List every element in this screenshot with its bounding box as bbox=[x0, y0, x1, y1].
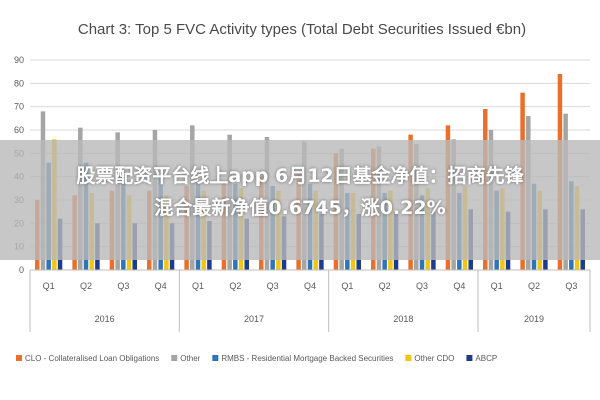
legend-item: Other CDO bbox=[405, 354, 454, 363]
x-tick-label: Q2 bbox=[528, 281, 540, 291]
legend-label: Other bbox=[180, 354, 200, 363]
legend-label: RMBS - Residential Mortgage Backed Secur… bbox=[221, 354, 393, 363]
banner-line-1: 股票配资平台线上app 6月12日基金净值：招商先锋 bbox=[76, 165, 524, 187]
legend-item: ABCP bbox=[466, 354, 497, 363]
x-tick-label: Q3 bbox=[565, 281, 577, 291]
x-tick-label: Q4 bbox=[453, 281, 465, 291]
x-tick-label: Q3 bbox=[267, 281, 279, 291]
legend-swatch bbox=[16, 355, 22, 361]
overlay-banner-text: 股票配资平台线上app 6月12日基金净值：招商先锋 混合最新净值0.6745，… bbox=[0, 160, 600, 224]
x-tick-label: Q1 bbox=[491, 281, 503, 291]
year-label: 2016 bbox=[95, 314, 115, 324]
x-tick-label: Q1 bbox=[43, 281, 55, 291]
legend-swatch bbox=[405, 355, 412, 361]
x-tick-label: Q1 bbox=[341, 281, 353, 291]
x-tick-label: Q3 bbox=[416, 281, 428, 291]
legend-item: RMBS - Residential Mortgage Backed Secur… bbox=[212, 354, 393, 363]
legend-swatch bbox=[212, 355, 219, 361]
legend-label: ABCP bbox=[475, 354, 497, 363]
legend-item: Other bbox=[171, 354, 201, 363]
y-tick-label: 80 bbox=[14, 78, 24, 88]
year-label: 2018 bbox=[393, 314, 413, 324]
legend-label: CLO - Collateralised Loan Obligations bbox=[25, 354, 159, 363]
x-tick-label: Q1 bbox=[192, 281, 204, 291]
y-tick-label: 70 bbox=[14, 102, 24, 112]
banner-line-2: 混合最新净值0.6745，涨0.22% bbox=[154, 197, 446, 219]
x-tick-label: Q2 bbox=[229, 281, 241, 291]
x-tick-label: Q4 bbox=[304, 281, 316, 291]
chart-title: Chart 3: Top 5 FVC Activity types (Total… bbox=[78, 21, 526, 38]
legend-swatch bbox=[171, 355, 178, 361]
y-tick-label: 60 bbox=[14, 125, 24, 135]
x-tick-label: Q2 bbox=[379, 281, 391, 291]
x-tick-label: Q3 bbox=[117, 281, 129, 291]
overlay-banner bbox=[0, 140, 600, 260]
y-tick-label: 90 bbox=[14, 55, 24, 65]
legend: CLO - Collateralised Loan Obligations Oth… bbox=[16, 354, 497, 363]
legend-item: CLO - Collateralised Loan Obligations bbox=[16, 354, 159, 363]
legend-label: Other CDO bbox=[414, 354, 454, 363]
legend-swatch bbox=[466, 355, 473, 361]
y-tick-label: 0 bbox=[19, 265, 24, 275]
year-label: 2019 bbox=[524, 314, 544, 324]
x-tick-label: Q4 bbox=[155, 281, 167, 291]
x-axis: Q1 Q2 Q3 Q4 Q1 Q2 Q3 Q4 Q1 Q2 Q3 Q4 Q1 Q2 Q3 2016 2017 20… bbox=[29, 269, 591, 332]
year-label: 2017 bbox=[244, 314, 264, 324]
x-tick-label: Q2 bbox=[80, 281, 92, 291]
